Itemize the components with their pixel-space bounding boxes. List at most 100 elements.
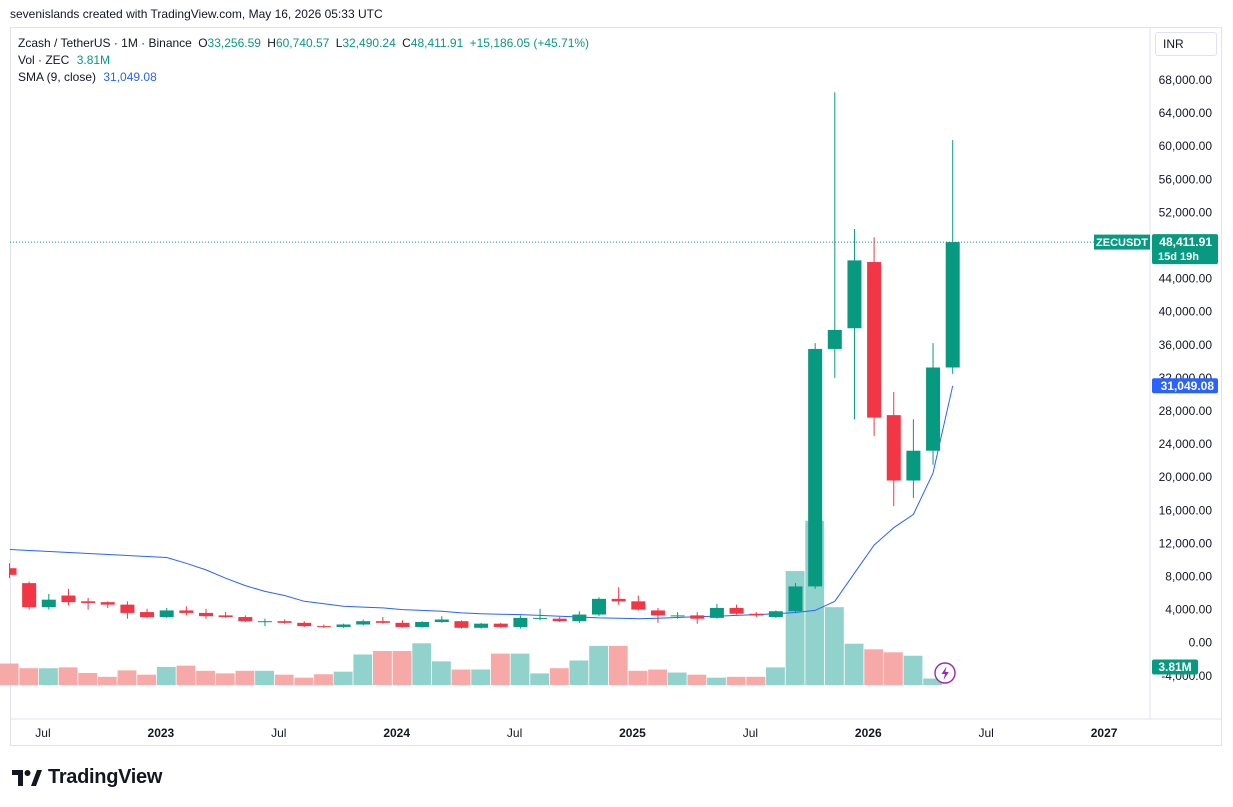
sma-series-line bbox=[9, 385, 954, 620]
candle bbox=[808, 343, 823, 589]
price-tick-label: 28,000.00 bbox=[1159, 404, 1213, 418]
volume-bar bbox=[19, 668, 39, 685]
legend-sma-row[interactable]: SMA (9, close) 31,049.08 bbox=[18, 69, 589, 86]
candle bbox=[277, 619, 292, 624]
candle bbox=[356, 619, 371, 626]
time-axis[interactable]: Jul 2023 Jul 2024 Jul 2025 Jul 2026 Jul 2027 bbox=[35, 726, 1117, 740]
volume-bar bbox=[255, 670, 274, 685]
candle-body bbox=[140, 612, 155, 618]
legend-open-value: 33,256.59 bbox=[207, 36, 261, 50]
time-tick-label: 2027 bbox=[1091, 726, 1118, 740]
candle-body bbox=[552, 618, 567, 622]
tradingview-logo-text: TradingView bbox=[48, 766, 163, 788]
candle bbox=[749, 612, 764, 618]
candle bbox=[474, 622, 489, 629]
price-tick-label: 56,000.00 bbox=[1159, 172, 1213, 186]
candle bbox=[572, 611, 587, 623]
candle-body bbox=[179, 610, 194, 613]
legend-symbol[interactable]: Zcash / TetherUS · 1M · Binance bbox=[18, 36, 192, 50]
candle bbox=[926, 343, 941, 465]
volume-bar bbox=[687, 674, 707, 685]
volume-value-label: 3.81M bbox=[1158, 660, 1191, 674]
price-tick-label: 60,000.00 bbox=[1159, 139, 1213, 153]
lightning-icon[interactable] bbox=[934, 662, 956, 684]
candle bbox=[415, 621, 430, 628]
candle bbox=[827, 92, 842, 378]
legend-close-value: 48,411.91 bbox=[410, 36, 464, 50]
volume-bar bbox=[58, 667, 78, 685]
candle-body bbox=[100, 602, 115, 605]
candle-body bbox=[886, 415, 901, 481]
candle bbox=[611, 587, 626, 605]
candle-body bbox=[513, 617, 528, 627]
volume-bar bbox=[648, 669, 667, 685]
candle-body bbox=[356, 621, 371, 625]
price-tick-label: 64,000.00 bbox=[1159, 106, 1213, 120]
candle-body bbox=[533, 617, 548, 619]
time-tick-label: 2025 bbox=[619, 726, 646, 740]
legend-volume-row[interactable]: Vol · ZEC 3.81M bbox=[18, 52, 589, 69]
candle bbox=[375, 617, 390, 624]
candle bbox=[906, 419, 921, 498]
candle bbox=[670, 612, 685, 619]
volume-bar bbox=[707, 677, 726, 685]
candle-body bbox=[61, 595, 76, 603]
candle bbox=[140, 608, 155, 618]
candle-body bbox=[316, 626, 331, 628]
candle-body bbox=[199, 612, 213, 617]
axis-price-labels: ZECUSDT 48,411.91 15d 19h 31,049.08 3.81M bbox=[1094, 234, 1218, 675]
candle bbox=[218, 612, 233, 618]
candle-body bbox=[572, 614, 587, 622]
volume-bar bbox=[510, 653, 530, 685]
candle-body bbox=[415, 622, 430, 627]
price-tick-label: 40,000.00 bbox=[1159, 305, 1213, 319]
price-tick-label: 12,000.00 bbox=[1159, 536, 1213, 550]
candle bbox=[238, 615, 253, 623]
candle bbox=[690, 612, 705, 624]
volume-bar bbox=[471, 669, 491, 685]
candle-body bbox=[650, 610, 665, 616]
volume-bar bbox=[294, 677, 314, 685]
candle-body bbox=[22, 583, 37, 608]
time-tick-label: Jul bbox=[743, 726, 758, 740]
candle-body bbox=[749, 613, 764, 616]
candle bbox=[493, 622, 508, 628]
candle-body bbox=[454, 621, 469, 628]
sma-price-box bbox=[1152, 378, 1218, 394]
volume-bar bbox=[274, 674, 294, 685]
legend-high-label: H bbox=[267, 36, 276, 50]
candle bbox=[454, 620, 469, 629]
candle bbox=[41, 593, 56, 610]
candle bbox=[847, 228, 862, 420]
candle-body bbox=[709, 607, 724, 618]
candle-body bbox=[808, 348, 823, 587]
volume-bar bbox=[392, 651, 412, 685]
currency-selector[interactable]: INR bbox=[1155, 32, 1217, 56]
volume-bar bbox=[726, 676, 746, 685]
chart-credit: sevenislands created with TradingView.co… bbox=[10, 7, 383, 21]
candle bbox=[592, 597, 606, 617]
volume-bar bbox=[530, 673, 550, 685]
volume-bar bbox=[117, 670, 137, 685]
price-tick-label: 44,000.00 bbox=[1159, 272, 1213, 286]
volume-bar bbox=[137, 674, 157, 685]
price-tick-label: 20,000.00 bbox=[1159, 470, 1213, 484]
time-tick-label: Jul bbox=[271, 726, 286, 740]
candle bbox=[867, 237, 882, 436]
candle-body bbox=[395, 622, 410, 627]
candle bbox=[199, 608, 213, 619]
volume-bar bbox=[451, 669, 471, 685]
tradingview-logo[interactable]: TradingView bbox=[12, 766, 162, 789]
candle-body bbox=[10, 568, 17, 575]
symbol-tag-bg bbox=[1094, 234, 1150, 250]
price-tick-label: 8,000.00 bbox=[1165, 570, 1212, 584]
candle bbox=[179, 606, 194, 616]
price-tick-label: 68,000.00 bbox=[1159, 73, 1213, 87]
legend-close-label: C bbox=[402, 36, 411, 50]
candle-body bbox=[238, 617, 253, 622]
volume-bar bbox=[569, 660, 589, 685]
volume-bar bbox=[412, 643, 432, 685]
legend-ohlc-row[interactable]: Zcash / TetherUS · 1M · Binance O33,256.… bbox=[18, 35, 589, 52]
candle bbox=[100, 601, 115, 608]
